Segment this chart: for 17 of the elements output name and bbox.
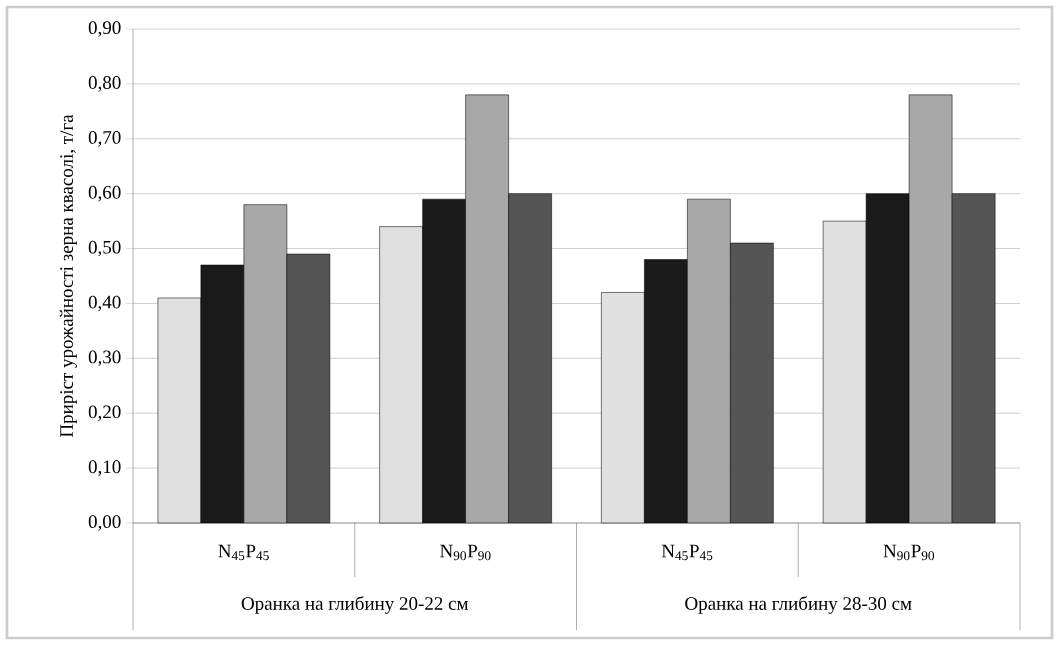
y-tick-label: 0,00	[88, 515, 121, 531]
y-tick-label: 0,60	[88, 185, 121, 202]
text: Оранка на глибину 28-30 см	[685, 596, 912, 614]
y-axis-title: Приріст урожайності зерна квасолі, т/га	[59, 114, 77, 438]
y-tick-label: 0,20	[88, 405, 121, 421]
y-tick-label: 0,70	[88, 130, 121, 147]
x-tick-label: N$_{90}$P$_{90}$	[883, 544, 935, 561]
x-tick-label: N$_{45}$P$_{45}$	[661, 544, 713, 561]
y-tick-label: 0,80	[88, 76, 121, 92]
y-tick-label: 0,10	[88, 460, 121, 476]
text: Оранка на глибину 20-22 см	[241, 596, 469, 614]
y-tick-label: 0,40	[88, 295, 121, 312]
y-tick-label: 0,90	[88, 21, 121, 37]
x-tick-label: N$_{90}$P$_{90}$	[440, 544, 491, 561]
y-tick-label: 0,50	[88, 240, 121, 257]
y-tick-label: 0,30	[88, 350, 121, 367]
x-tick-label: N$_{45}$P$_{45}$	[218, 544, 269, 561]
